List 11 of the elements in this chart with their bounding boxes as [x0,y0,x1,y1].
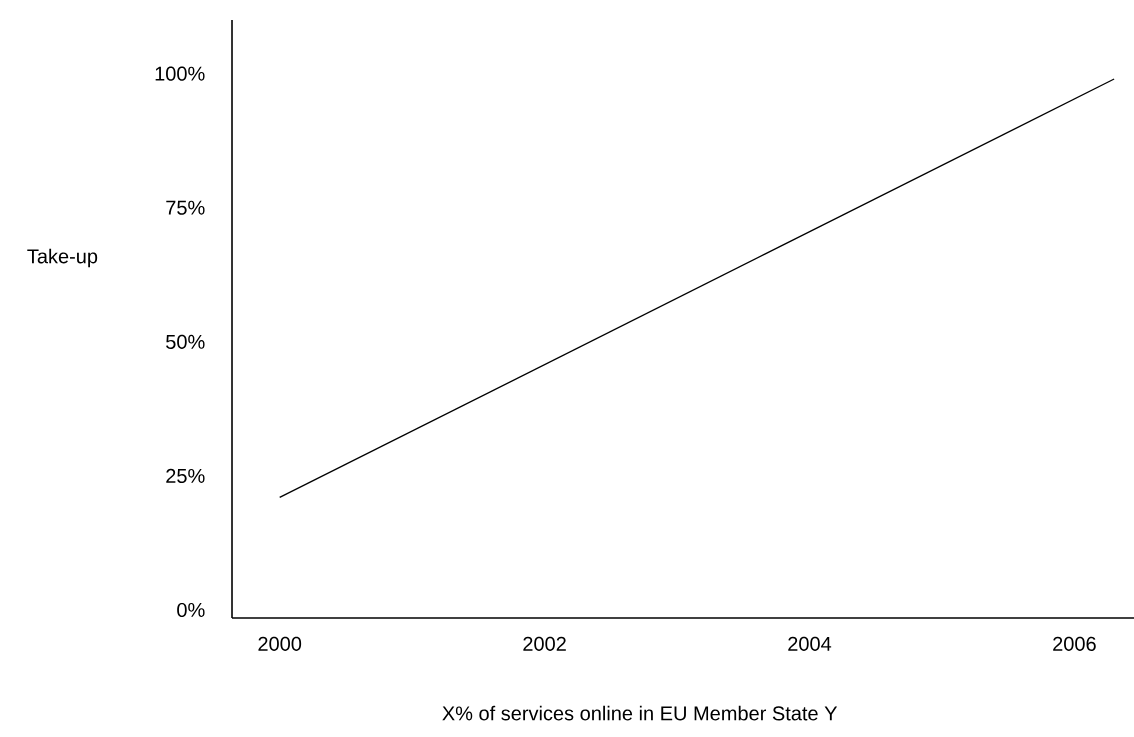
y-tick-label: 100% [155,66,205,81]
y-tick-label: 0% [177,602,205,618]
y-tick-label: 50% [166,334,205,349]
y-axis-title: Take-up [27,248,98,268]
y-tick-label: 75% [166,200,205,215]
x-tick-label: 2004 [788,636,832,651]
y-tick-label: 25% [166,468,205,483]
x-tick-label: 2002 [523,636,566,651]
x-tick-label: 2006 [1053,636,1096,651]
x-tick-label: 2000 [258,636,302,651]
x-axis-title: X% of services online in EU Member State Y [442,705,838,721]
